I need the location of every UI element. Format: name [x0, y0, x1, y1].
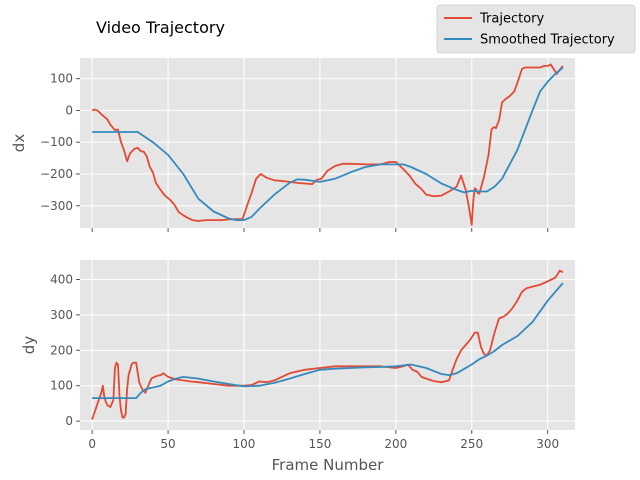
plot-area-dy	[80, 260, 575, 430]
plot-area-dx	[80, 58, 575, 228]
y-ticks-dx: 100 0 −100 −200 −300	[40, 72, 80, 213]
y-tick-label: −300	[40, 199, 73, 213]
y-tick-label: −100	[40, 135, 73, 149]
x-axis-label: Frame Number	[272, 456, 385, 474]
subplot-dy: 0 100 200 300 400 0 50 100 150 200 250 300 dy	[20, 260, 575, 451]
x-tick-label: 200	[384, 437, 407, 451]
chart-title: Video Trajectory	[96, 18, 225, 37]
legend: Trajectory Smoothed Trajectory	[436, 4, 636, 54]
y-tick-label: 300	[50, 308, 73, 322]
y-tick-label: 0	[65, 414, 73, 428]
y-tick-label: 100	[50, 72, 73, 86]
y-tick-label: 200	[50, 343, 73, 357]
x-ticks-dx	[91, 228, 549, 232]
y-ticks-dy: 0 100 200 300 400	[50, 272, 80, 428]
series-line-trajectory	[91, 269, 564, 420]
grid-dy	[80, 260, 575, 430]
subplot-dx: 100 0 −100 −200 −300 dx	[10, 58, 575, 232]
series-line-smoothed-trajectory	[92, 66, 564, 222]
legend-label-smoothed: Smoothed Trajectory	[480, 33, 615, 48]
x-tick-label: 250	[460, 437, 483, 451]
x-tick-label: 0	[88, 437, 96, 451]
y-axis-label-dx: dx	[10, 134, 28, 153]
y-tick-label: 100	[50, 379, 73, 393]
x-ticks-dy: 0 50 100 150 200 250 300	[88, 430, 559, 451]
series-dx	[91, 63, 564, 226]
x-tick-label: 50	[160, 437, 175, 451]
legend-box	[436, 4, 636, 54]
series-line-smoothed-trajectory	[92, 282, 564, 400]
y-tick-label: 400	[50, 272, 73, 286]
series-line-trajectory	[91, 63, 564, 226]
x-tick-label: 150	[308, 437, 331, 451]
y-axis-label-dy: dy	[20, 336, 38, 355]
x-tick-label: 100	[233, 437, 256, 451]
series-dy	[91, 269, 564, 420]
x-tick-label: 300	[536, 437, 559, 451]
y-tick-label: −200	[40, 167, 73, 181]
grid-dx	[80, 58, 575, 228]
y-tick-label: 0	[65, 103, 73, 117]
legend-label-trajectory: Trajectory	[479, 12, 544, 27]
